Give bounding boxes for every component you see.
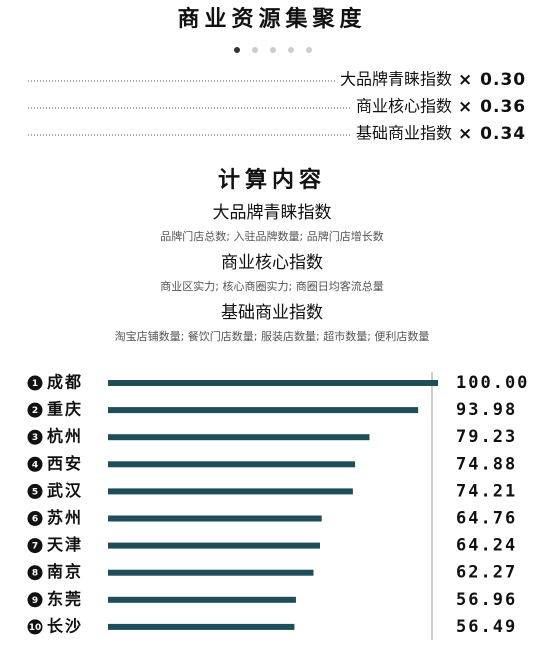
rank-badge — [27, 483, 43, 499]
value-label: 64.24 — [456, 536, 517, 556]
value-label: 62.27 — [456, 563, 517, 583]
value-label: 100.00 — [456, 373, 529, 393]
rank-number: 5 — [32, 487, 38, 497]
section-title: 计算内容 — [218, 167, 326, 193]
bar — [108, 596, 296, 603]
title: 商业资源集聚度 — [177, 6, 366, 32]
rank-number: 6 — [32, 515, 38, 525]
value-label: 56.96 — [456, 590, 517, 610]
rank-number: 1 — [32, 379, 38, 389]
value-label: 93.98 — [456, 400, 517, 420]
weight-label: 大品牌青睐指数 — [340, 70, 452, 89]
item-description: 淘宝店铺数量; 餐饮门店数量; 服装店数量; 超市数量; 便利店数量 — [115, 329, 430, 343]
rank-number: 8 — [32, 569, 38, 579]
category-label: 成都 — [47, 373, 83, 392]
weight-value: × 0.30 — [458, 70, 526, 90]
category-label: 武汉 — [47, 481, 83, 500]
weight-value: × 0.36 — [458, 97, 526, 117]
category-label: 重庆 — [47, 400, 83, 419]
bar — [108, 623, 295, 630]
weight-label: 基础商业指数 — [356, 124, 452, 143]
category-label: 东莞 — [47, 589, 83, 608]
bar — [108, 434, 370, 441]
category-label: 天津 — [47, 535, 83, 554]
bar — [108, 488, 353, 495]
rank-badge — [27, 456, 43, 472]
rank-badge — [27, 429, 43, 445]
category-label: 杭州 — [47, 427, 83, 446]
value-label: 64.76 — [456, 509, 517, 529]
item-description: 品牌门店总数; 入驻品牌数量; 品牌门店增长数 — [160, 229, 383, 243]
category-label: 长沙 — [47, 616, 83, 635]
bar — [108, 542, 320, 549]
bar — [108, 569, 314, 576]
rank-number: 9 — [32, 596, 38, 606]
rank-badge — [27, 619, 43, 635]
rank-badge — [27, 538, 43, 554]
rank-number: 3 — [32, 433, 38, 443]
weight-label: 商业核心指数 — [356, 97, 452, 116]
bar — [108, 461, 356, 468]
weight-value: × 0.34 — [458, 124, 526, 144]
rank-badge — [27, 375, 43, 391]
bar — [108, 407, 419, 414]
category-label: 西安 — [47, 454, 83, 473]
bar — [108, 380, 438, 386]
item-description: 商业区实力; 核心商圈实力; 商圈日均客流总量 — [160, 279, 383, 293]
item-name: 基础商业指数 — [221, 303, 323, 323]
rank-number: 2 — [32, 406, 38, 416]
rank-badge — [27, 592, 43, 608]
rank-number: 4 — [32, 460, 38, 470]
rank-badge — [27, 565, 43, 581]
rank-badge — [27, 511, 43, 526]
category-label: 苏州 — [47, 508, 83, 527]
value-label: 56.49 — [456, 617, 517, 637]
item-name: 商业核心指数 — [221, 253, 323, 273]
rank-number: 7 — [32, 542, 38, 552]
rank-badge — [27, 402, 43, 418]
value-label: 79.23 — [456, 427, 517, 447]
value-label: 74.21 — [456, 481, 517, 501]
bar — [108, 515, 322, 522]
category-label: 南京 — [47, 562, 83, 581]
value-label: 74.88 — [456, 454, 517, 474]
item-name: 大品牌青睐指数 — [213, 203, 332, 223]
rank-number: 10 — [29, 623, 42, 633]
pager-dots — [234, 47, 312, 53]
